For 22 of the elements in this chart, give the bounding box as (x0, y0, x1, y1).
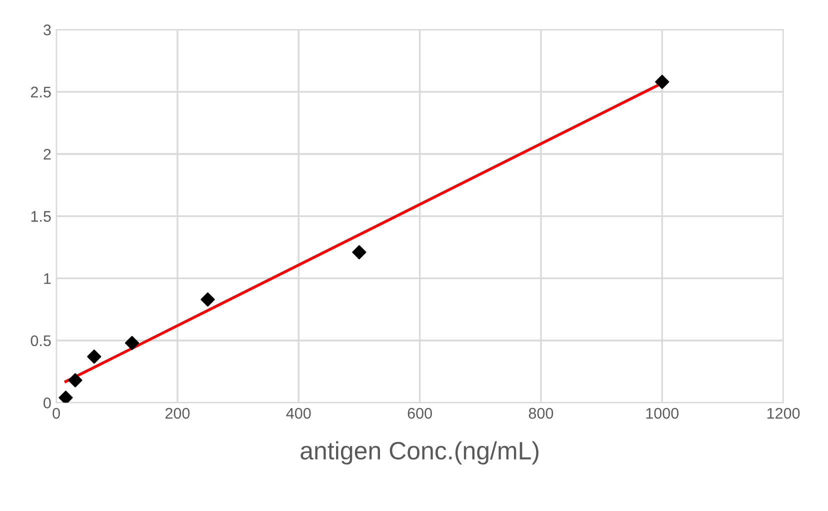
x-tick-label: 1000 (646, 408, 679, 419)
x-axis-title: antigen Conc.(ng/mL) (300, 441, 538, 465)
point (352, 245, 366, 260)
y-tick-label: 2.5 (30, 86, 51, 98)
x-tick-label: 800 (528, 408, 554, 419)
x-tick-label: 400 (286, 408, 311, 419)
x-tick-label: 0 (52, 408, 60, 419)
y-tick-label: 0 (44, 398, 51, 408)
y-tick-label: 3 (44, 24, 51, 36)
y-tick-label: 2 (44, 148, 51, 160)
point (87, 350, 102, 364)
x-tick-label: 600 (408, 408, 432, 419)
point (200, 292, 215, 307)
y-tick-label: 1 (44, 273, 51, 284)
point (68, 373, 82, 388)
y-tick-label: 1.5 (31, 211, 51, 222)
x-tick-label: 200 (165, 408, 190, 419)
x-tick-label: 1200 (767, 408, 800, 419)
point (655, 74, 670, 89)
point (124, 336, 140, 350)
y-tick-label: 0.5 (30, 335, 51, 346)
point (58, 390, 73, 403)
